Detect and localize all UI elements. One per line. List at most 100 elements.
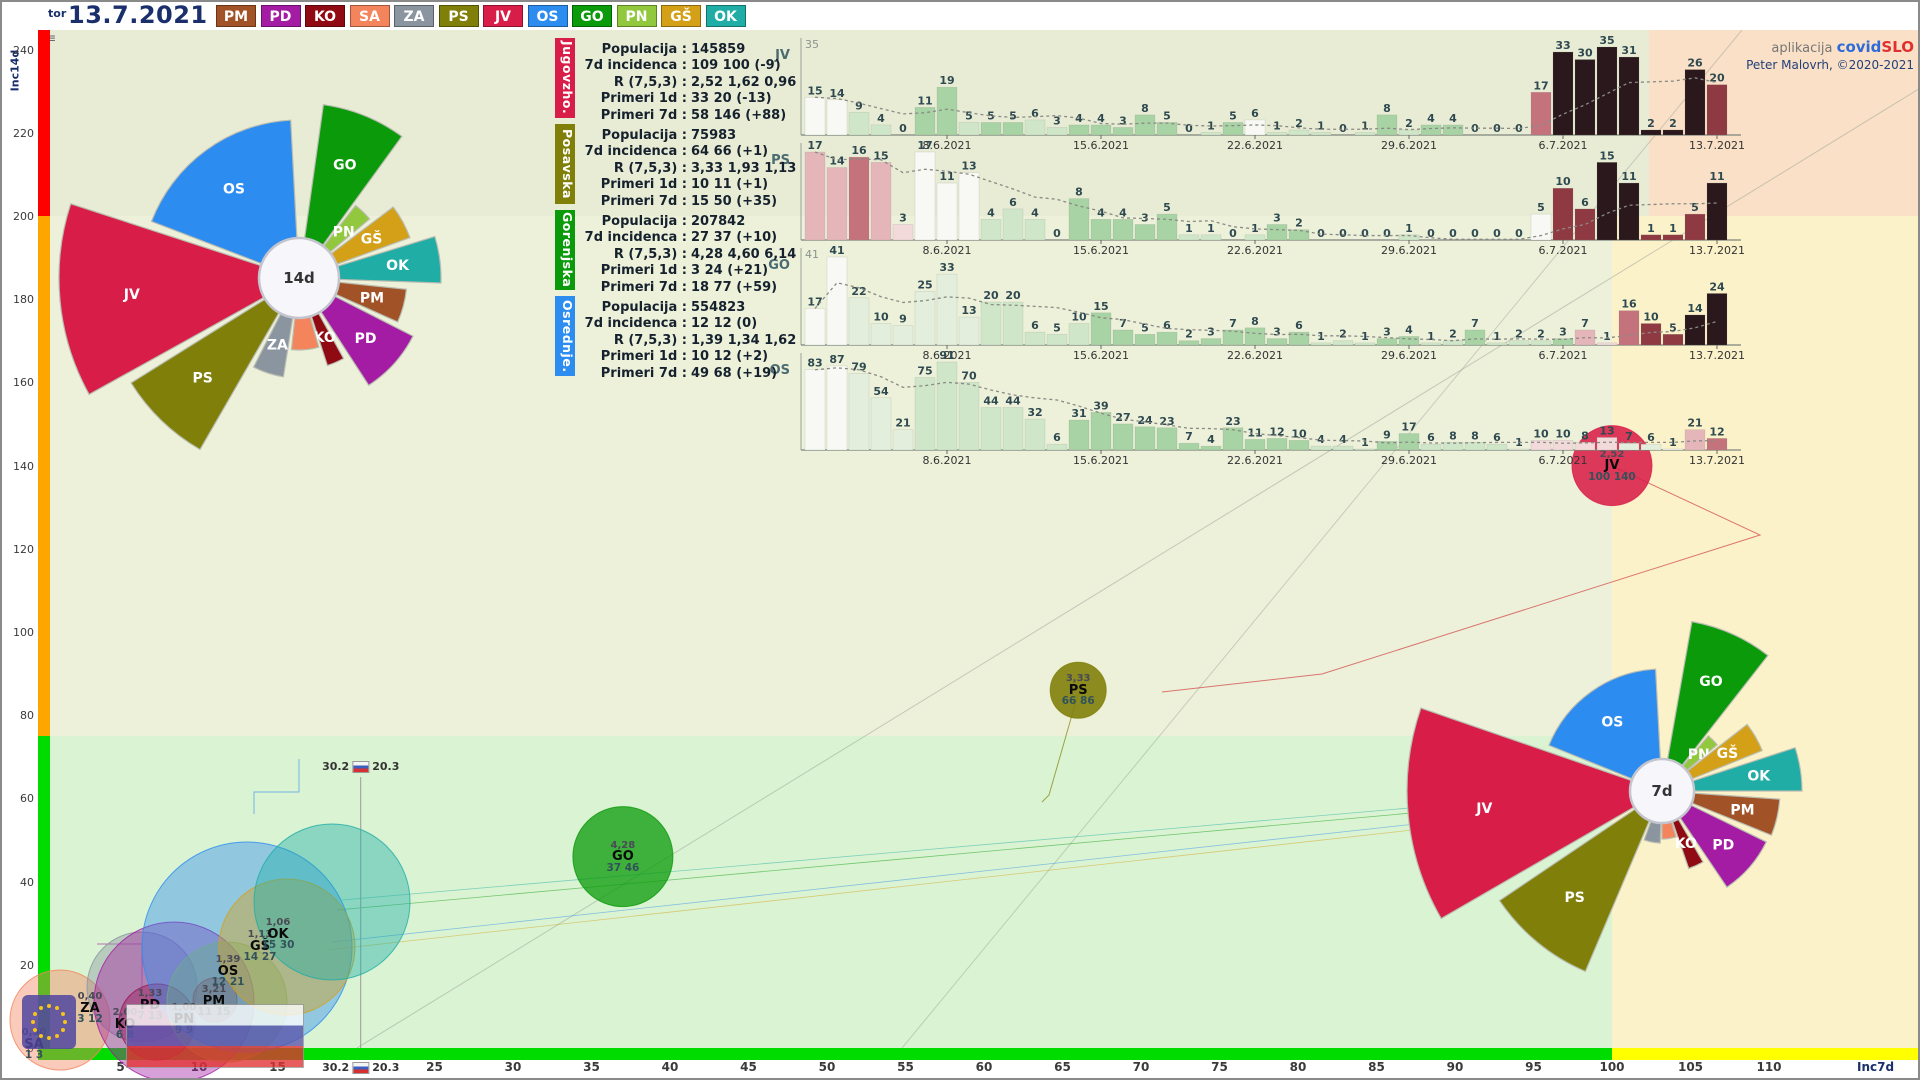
region-button-pd[interactable]: PD xyxy=(260,5,301,27)
bar-value-label: 4 xyxy=(1207,433,1215,446)
date-label: 8.6.2021 xyxy=(923,349,972,360)
region-button-gš[interactable]: GŠ xyxy=(661,5,701,27)
date-label: 8.6.2021 xyxy=(923,244,972,255)
panel-row-value: 75983 xyxy=(691,128,737,143)
date-label: 15.6.2021 xyxy=(1073,244,1129,255)
region-button-jv[interactable]: JV xyxy=(483,5,523,27)
bar-value-label: 5 xyxy=(1669,321,1677,334)
region-button-pn[interactable]: PN xyxy=(616,5,657,27)
bar xyxy=(980,122,1002,136)
panel-row-value: 18 77 (+59) xyxy=(691,279,778,295)
panel-row-label: R (7,5,3) : xyxy=(613,332,687,348)
panel-row-value: 4,28 4,60 6,14 xyxy=(691,246,797,262)
bar xyxy=(870,323,892,346)
date-label: 6.7.2021 xyxy=(1539,139,1588,150)
bar xyxy=(1420,342,1442,346)
bar-value-label: 3 xyxy=(1207,326,1215,339)
brand-covid: covid xyxy=(1836,38,1882,56)
region-button-ok[interactable]: OK xyxy=(705,5,746,27)
bar-value-label: 2 xyxy=(1537,328,1545,341)
bar xyxy=(1574,208,1596,241)
bar xyxy=(1134,426,1156,451)
bar-value-label: 15 xyxy=(873,149,888,162)
region-button-os[interactable]: OS xyxy=(527,5,568,27)
bar-value-label: 10 xyxy=(1291,427,1307,440)
bar-value-label: 1 xyxy=(1603,330,1611,343)
bar xyxy=(1024,418,1046,451)
panel-row: 7d incidenca :64 66 (+1) xyxy=(579,144,768,160)
bar-value-label: 6 xyxy=(1009,196,1017,209)
bar-value-label: 6 xyxy=(1163,319,1171,332)
bar xyxy=(1134,114,1156,136)
bar-value-label: 14 xyxy=(829,155,845,168)
region-button-ko[interactable]: KO xyxy=(305,5,345,27)
bar xyxy=(958,122,980,136)
bar xyxy=(1552,187,1574,241)
x-tick-50: 50 xyxy=(818,1060,836,1074)
panel-tab-jv[interactable]: Jugovzho. xyxy=(555,38,575,118)
bar xyxy=(1684,213,1706,241)
bar-value-label: 26 xyxy=(1687,57,1703,70)
region-button-sa[interactable]: SA xyxy=(349,5,390,27)
marker-inc14d: 30.2 xyxy=(322,1061,350,1074)
region-button-ps[interactable]: PS xyxy=(438,5,479,27)
timeline-row-label-go: GO xyxy=(768,258,790,273)
panel-row-value: 2,52 1,62 0,96 xyxy=(691,74,797,90)
bar xyxy=(1376,440,1398,451)
bar-value-label: 4 xyxy=(1317,433,1325,446)
bar-value-label: 4 xyxy=(877,112,885,125)
bar xyxy=(1068,198,1090,241)
bar-value-label: 5 xyxy=(1691,201,1699,214)
bar-value-label: 4 xyxy=(1097,206,1105,219)
bar xyxy=(1310,132,1332,136)
panel-row-label: Primeri 7d : xyxy=(600,365,687,381)
bar xyxy=(1706,293,1728,346)
y-tick-240: 240 xyxy=(13,43,34,57)
bar-value-label: 3 xyxy=(899,211,907,224)
bar xyxy=(870,124,892,136)
x-tick-75: 75 xyxy=(1211,1060,1228,1074)
panel-row-value: 15 50 (+35) xyxy=(691,193,778,209)
panel-row: Populacija : 554823 xyxy=(579,300,755,316)
panel-row-value: 33 20 (-13) xyxy=(691,91,772,107)
x-tick-85: 85 xyxy=(1368,1060,1385,1074)
bar xyxy=(892,224,914,241)
bar-value-label: 24 xyxy=(1137,414,1153,427)
bar-value-label: 1 xyxy=(1493,330,1501,343)
x-tick-70: 70 xyxy=(1132,1060,1150,1074)
bar xyxy=(1178,234,1200,241)
bar xyxy=(1618,182,1640,241)
bar xyxy=(1046,443,1068,451)
bar xyxy=(1640,443,1662,451)
bar xyxy=(1068,323,1090,346)
x-tick-65: 65 xyxy=(1054,1060,1071,1074)
panel-tab-ps[interactable]: Posavska xyxy=(555,124,575,204)
date-label: 15.6.2021 xyxy=(1073,139,1129,150)
bar-value-label: 3 xyxy=(1273,211,1281,224)
header-bar: tor 13.7.2021 PM PD KO SA ZA PS JV OS GO PN GŠ OK xyxy=(2,2,1918,30)
bar xyxy=(1266,438,1288,451)
y-tick-40: 40 xyxy=(20,875,34,889)
bar-value-label: 9 xyxy=(855,99,863,112)
bar xyxy=(1288,229,1310,241)
bar xyxy=(1508,340,1530,346)
bar-value-label: 17 xyxy=(1401,421,1416,434)
bar xyxy=(1310,342,1332,346)
region-button-pm[interactable]: PM xyxy=(216,5,256,27)
bar xyxy=(1596,342,1618,346)
region-button-go[interactable]: GO xyxy=(572,5,612,27)
bar-value-label: 2 xyxy=(1515,328,1523,341)
panel-row-label: Primeri 1d : xyxy=(600,177,687,193)
bar xyxy=(1310,445,1332,451)
panel-tab-go[interactable]: Gorenjska xyxy=(555,210,575,290)
menu-icon[interactable]: ≡ xyxy=(46,31,57,45)
region-button-za[interactable]: ZA xyxy=(394,5,434,27)
panel-row-value: 27 37 (+10) xyxy=(691,230,778,246)
bar xyxy=(1442,124,1464,136)
panel-row-label: Primeri 1d : xyxy=(600,349,687,365)
bar xyxy=(1486,342,1508,346)
panel-row-label: 7d incidenca : xyxy=(584,230,687,246)
bar-value-label: 1 xyxy=(1405,222,1413,235)
panel-tab-os[interactable]: Osrednje. xyxy=(555,296,575,376)
